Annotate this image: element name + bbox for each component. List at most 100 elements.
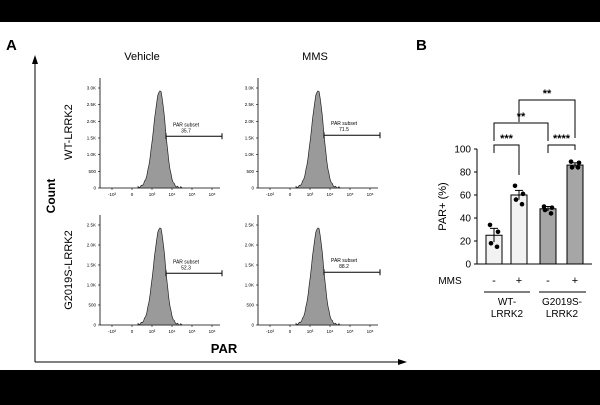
bar bbox=[539, 208, 557, 265]
histogram-y-tick-label: 0 bbox=[251, 186, 254, 191]
histogram-trace bbox=[137, 90, 183, 189]
mms-row-label: MMS bbox=[438, 276, 462, 287]
gate-label: PAR subset bbox=[331, 121, 358, 127]
data-point bbox=[520, 191, 526, 197]
gate-label: PAR subset bbox=[331, 258, 358, 264]
mms-sign: + bbox=[572, 275, 578, 287]
bar bbox=[510, 194, 528, 265]
sig-mms-bracket bbox=[518, 99, 576, 138]
sig-wt-bracket bbox=[493, 144, 520, 175]
bar-y-tick-label: 60 bbox=[460, 191, 472, 202]
histogram-y-tick-label: 500 bbox=[88, 169, 96, 174]
bar-y-axis-title: PAR+ (%) bbox=[437, 182, 449, 230]
histogram-grid: 3.0K 2.5K 2.0K 1.5K 1.0K 500 0 -10³ 0 10³ 10⁴ 10⁵ 10… bbox=[87, 78, 381, 334]
histogram-y-tick-label: 1.5K bbox=[245, 136, 254, 141]
row-label-wt: WT-LRRK2 bbox=[63, 104, 75, 160]
histogram-x-tick-label: 10⁴ bbox=[169, 329, 176, 334]
histogram-x-tick-label: 10⁶ bbox=[367, 329, 374, 334]
data-point bbox=[576, 160, 582, 166]
histogram-x-tick-label: -10³ bbox=[108, 329, 117, 334]
histogram-y-tick-label: 2.0K bbox=[245, 119, 254, 124]
histogram-x-tick-label: -10³ bbox=[108, 192, 117, 197]
data-point bbox=[569, 165, 575, 170]
histogram-y-tick-label: 2.5K bbox=[245, 223, 254, 228]
bar-y-tick-label: 20 bbox=[460, 237, 472, 248]
column-title-mms: MMS bbox=[302, 51, 328, 63]
histogram-panel-2-1: 2.5K 2.0K 1.5K 1.0K 500 0 -10³ 0 10³ 10⁴ 10⁵ 10⁶ PAR… bbox=[87, 215, 223, 334]
histogram-y-tick-label: 2.5K bbox=[87, 102, 96, 107]
gate-percent: 71.5 bbox=[339, 127, 349, 133]
bar-y-tick-label: 100 bbox=[454, 145, 471, 156]
histogram-y-tick-label: 1.0K bbox=[245, 283, 254, 288]
bar-y-tick-label: 0 bbox=[465, 260, 471, 271]
histogram-x-tick-label: 10⁴ bbox=[169, 192, 176, 197]
data-point bbox=[541, 204, 547, 209]
mms-sign: + bbox=[516, 275, 522, 287]
histogram-x-tick-label: 10⁵ bbox=[347, 329, 354, 334]
gate-label: PAR subset bbox=[173, 122, 200, 128]
histogram-y-tick-label: 2.0K bbox=[245, 243, 254, 248]
sig-vehicle-label: ** bbox=[517, 111, 526, 123]
histogram-y-tick-label: 0 bbox=[251, 323, 254, 328]
histogram-y-tick-label: 0 bbox=[93, 186, 96, 191]
histogram-x-tick-label: 0 bbox=[131, 192, 134, 197]
histogram-y-tick-label: 1.0K bbox=[87, 283, 96, 288]
panel-b-label: B bbox=[416, 37, 427, 54]
data-point bbox=[494, 244, 500, 250]
histogram-x-tick-label: 10³ bbox=[149, 192, 156, 197]
histogram-trace bbox=[137, 227, 183, 326]
histogram-x-tick-label: 10⁶ bbox=[367, 192, 374, 197]
data-point bbox=[519, 201, 525, 207]
histogram-y-tick-label: 3.0K bbox=[245, 86, 254, 91]
mms-sign: - bbox=[492, 275, 496, 287]
histogram-y-tick-label: 1.0K bbox=[87, 152, 96, 157]
histogram-trace bbox=[295, 90, 341, 189]
histogram-x-tick-label: 10³ bbox=[307, 329, 314, 334]
histogram-y-tick-label: 2.0K bbox=[87, 243, 96, 248]
histogram-y-tick-label: 2.5K bbox=[245, 102, 254, 107]
sig-mms-label: ** bbox=[543, 88, 552, 100]
histogram-x-tick-label: 10⁴ bbox=[327, 192, 334, 197]
histogram-y-tick-label: 0 bbox=[93, 323, 96, 328]
histogram-y-tick-label: 500 bbox=[88, 303, 96, 308]
data-point bbox=[512, 183, 518, 189]
group-label-line: LRRK2 bbox=[546, 309, 579, 320]
histogram-x-tick-label: 10⁶ bbox=[209, 192, 216, 197]
row-label-g2019s: G2019S-LRRK2 bbox=[63, 230, 75, 310]
bar-y-tick-label: 80 bbox=[460, 168, 472, 179]
group-label-line: WT- bbox=[498, 297, 516, 308]
histogram-y-tick-label: 500 bbox=[246, 169, 254, 174]
data-point bbox=[513, 197, 519, 202]
bar-y-tick-label: 40 bbox=[460, 214, 472, 225]
data-point bbox=[542, 207, 548, 213]
sig-vehicle-bracket bbox=[493, 122, 549, 141]
par-axis-title: PAR bbox=[211, 341, 238, 356]
gate-label: PAR subset bbox=[173, 259, 200, 265]
group-label-line: G2019S- bbox=[542, 297, 582, 308]
data-point bbox=[488, 241, 494, 246]
histogram-y-tick-label: 3.0K bbox=[87, 86, 96, 91]
histogram-x-tick-label: 10⁵ bbox=[189, 192, 196, 197]
gate-percent: 88.2 bbox=[339, 264, 349, 270]
histogram-x-tick-label: 10⁴ bbox=[327, 329, 334, 334]
histogram-x-tick-label: 0 bbox=[131, 329, 134, 334]
histogram-x-tick-label: 10⁵ bbox=[189, 329, 196, 334]
histogram-y-tick-label: 2.0K bbox=[87, 119, 96, 124]
group-label: G2019S-LRRK2 bbox=[542, 297, 582, 320]
histogram-trace bbox=[295, 227, 341, 326]
histogram-y-tick-label: 1.5K bbox=[87, 136, 96, 141]
histogram-y-tick-label: 500 bbox=[246, 303, 254, 308]
par-axis-arrow-icon bbox=[398, 359, 407, 365]
histogram-y-tick-label: 1.0K bbox=[245, 152, 254, 157]
histogram-y-tick-label: 1.5K bbox=[245, 263, 254, 268]
data-point bbox=[549, 205, 555, 210]
gate-percent: 35.7 bbox=[181, 128, 191, 134]
data-point bbox=[548, 211, 554, 216]
histogram-x-tick-label: 10⁶ bbox=[209, 329, 216, 334]
histogram-y-tick-label: 1.5K bbox=[87, 263, 96, 268]
histogram-y-tick-label: 2.5K bbox=[87, 223, 96, 228]
data-point bbox=[495, 229, 501, 235]
